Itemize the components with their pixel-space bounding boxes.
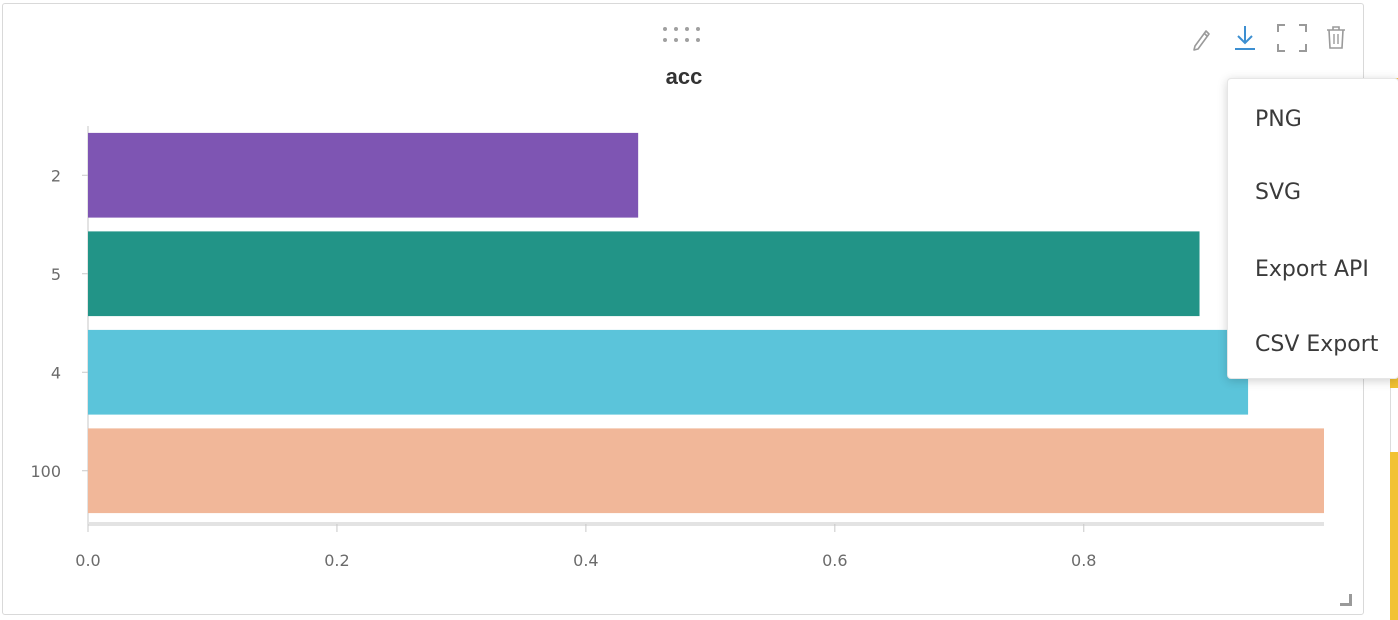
resize-handle-icon[interactable] [1340, 594, 1352, 606]
bar-4 [88, 329, 1249, 415]
bar-100 [88, 428, 1324, 514]
menu-item-svg[interactable]: SVG [1255, 179, 1302, 205]
x-tick-label-0.0: 0.0 [75, 551, 100, 570]
export-menu: PNG SVG Export API CSV Export [1227, 78, 1398, 379]
x-tick-label-0.8: 0.8 [1071, 551, 1096, 570]
pencil-icon[interactable] [1186, 22, 1216, 54]
menu-item-csv-export[interactable]: CSV Export [1255, 331, 1379, 357]
bar-2 [88, 132, 639, 218]
x-tick-label-0.6: 0.6 [822, 551, 847, 570]
x-tick-label-0.4: 0.4 [573, 551, 598, 570]
trash-icon[interactable] [1321, 22, 1351, 54]
y-tick-label-100: 100 [30, 462, 61, 481]
bar-5 [88, 231, 1200, 317]
y-tick-label-4: 4 [51, 363, 61, 382]
fullscreen-icon[interactable] [1277, 22, 1307, 54]
download-icon[interactable] [1230, 22, 1260, 54]
y-tick-label-5: 5 [51, 265, 61, 284]
menu-item-png[interactable]: PNG [1255, 106, 1302, 132]
x-tick-label-0.2: 0.2 [324, 551, 349, 570]
menu-item-export-api[interactable]: Export API [1255, 256, 1369, 282]
y-tick-label-2: 2 [51, 166, 61, 185]
chart-title: acc [665, 64, 703, 89]
bar-chart: 2 5 4 100 0.0 0.2 0.4 0.6 0.8 [30, 126, 1324, 570]
chart-panel: acc 2 5 4 100 0.0 0.2 0.4 0.6 0.8 [2, 3, 1364, 615]
drag-handle-icon[interactable] [661, 24, 709, 46]
